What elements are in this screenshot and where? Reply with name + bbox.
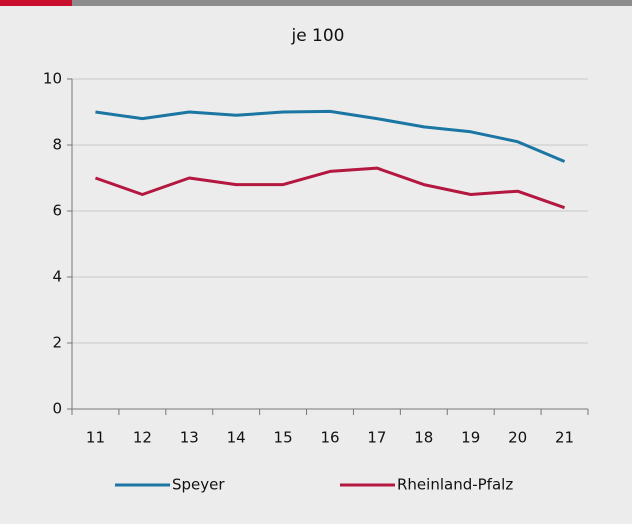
top-bar-accent [0,0,72,6]
y-tick-label: 4 [52,268,62,286]
series-line [94,166,566,210]
x-tick-label: 18 [414,429,433,447]
y-tick-label: 2 [52,334,62,352]
y-tick-label: 0 [52,400,62,418]
chart-title: je 100 [290,26,344,46]
y-tick-label: 10 [43,70,62,88]
legend-label: Speyer [172,476,225,494]
x-tick-label: 21 [555,429,574,447]
top-bar [72,0,632,6]
x-tick-label: 12 [133,429,152,447]
x-tick-label: 19 [461,429,480,447]
x-tick-label: 13 [180,429,199,447]
y-tick-label: 6 [52,202,62,220]
x-tick-label: 14 [227,429,246,447]
x-tick-label: 17 [367,429,386,447]
x-tick-label: 20 [508,429,527,447]
x-tick-label: 16 [320,429,339,447]
x-tick-label: 11 [86,429,105,447]
x-tick-label: 15 [274,429,293,447]
legend-label: Rheinland-Pfalz [397,476,513,494]
series-line [95,109,566,163]
y-tick-label: 8 [52,136,62,154]
